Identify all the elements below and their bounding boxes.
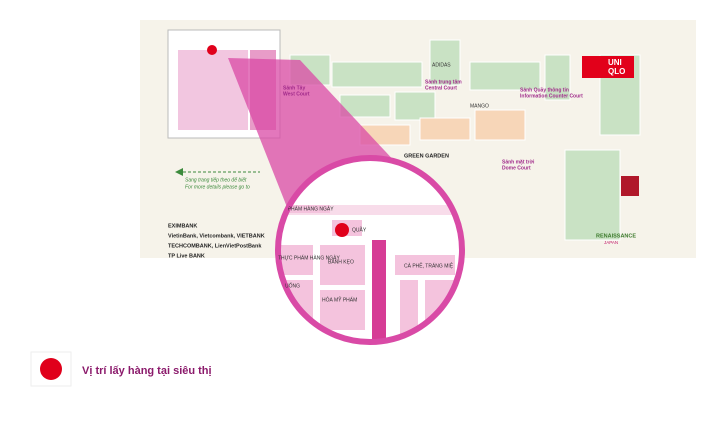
store-label: JAPAN — [604, 240, 618, 245]
store-label: RENAISSANCE — [596, 233, 636, 239]
store-label: MANGO — [470, 103, 489, 109]
note: For more details please go to — [185, 184, 250, 190]
zoom-labels: PH. PHẨM HÀNG NGÀY QUẦY THỰC PHẨM HÀNG N… — [278, 205, 454, 303]
store-label: GREEN GARDEN — [404, 153, 449, 159]
zoom-label: BÁNH KẸO — [328, 258, 354, 265]
note: Sang trang tiếp theo để biết — [185, 176, 247, 183]
court-label: West Court — [283, 91, 310, 97]
zoom-label: C UỐNG — [280, 282, 300, 289]
store-label: ADIDAS — [432, 62, 451, 68]
legend: Vị trí lấy hàng tại siêu thị — [30, 351, 212, 387]
bank: EXIMBANK — [168, 223, 197, 229]
store-label: QLO — [608, 67, 625, 76]
zoom-label: QUẦY — [352, 226, 367, 233]
bank: TP Live BANK — [168, 253, 205, 259]
court-label: Sảnh mặt trời — [502, 159, 535, 165]
court-label: Sảnh trung tâm — [425, 79, 462, 85]
zoom-label: CÀ PHÊ, TRÁNG MIỆ — [404, 261, 454, 269]
court-label: Information Counter Court — [520, 93, 583, 99]
store-label: UNI — [608, 58, 622, 67]
legend-label: Vị trí lấy hàng tại siêu thị — [82, 365, 212, 377]
court-label: Sảnh Tây — [283, 85, 305, 91]
bank: VietinBank, Vietcombank, VIETBANK — [168, 233, 265, 239]
pickup-marker — [207, 45, 217, 55]
court-label: Dome Court — [502, 165, 531, 171]
zoom-label: THỰC PHẨM HÀNG NGÀY — [278, 254, 340, 261]
zoom-label: PH. PHẨM HÀNG NGÀY — [278, 205, 334, 212]
bank: TECHCOMBANK, LienVietPostBank — [168, 243, 262, 249]
court-label: Sảnh Quầy thông tin — [520, 87, 569, 93]
court-label: Central Court — [425, 85, 457, 91]
zoom-label: HÓA MỸ PHẨM — [322, 296, 357, 303]
